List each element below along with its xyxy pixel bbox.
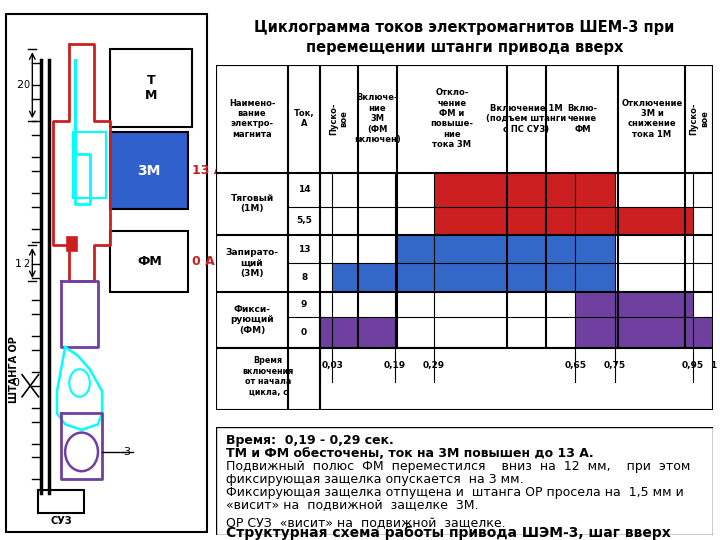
Text: Запирато-
щий
(3М): Запирато- щий (3М) — [225, 248, 279, 278]
Text: 0,03: 0,03 — [321, 361, 343, 370]
Bar — [67, 237, 78, 251]
Text: Тяговый
(1М): Тяговый (1М) — [230, 194, 274, 213]
Bar — [110, 49, 192, 126]
Bar — [320, 317, 395, 348]
Text: СУЗ: СУЗ — [50, 516, 72, 526]
Text: Наимено-
вание
электро-
магнита: Наимено- вание электро- магнита — [229, 99, 275, 139]
Text: Фиксирующая зaщелка отпущена и  штанга ОР просела на  1,5 мм и: Фиксирующая зaщелка отпущена и штанга ОР… — [226, 486, 684, 499]
Text: Пуско-
вое: Пуско- вое — [690, 103, 708, 135]
Text: Время
включения
от начала
цикла, с: Время включения от начала цикла, с — [243, 356, 294, 396]
Text: ФМ: ФМ — [137, 255, 162, 268]
Circle shape — [69, 369, 90, 397]
Bar — [38, 490, 84, 512]
Text: Фикси-
рующий
(ФМ): Фикси- рующий (ФМ) — [230, 305, 274, 335]
Text: Структурная схема работы привода ШЭМ-3, шaг вверх: Структурная схема работы привода ШЭМ-3, … — [226, 526, 671, 540]
Text: 3: 3 — [123, 447, 130, 457]
Text: 0,95: 0,95 — [682, 361, 704, 370]
Text: 13: 13 — [298, 245, 310, 254]
Text: Т
М: Т М — [145, 74, 158, 102]
Text: Включение 1М
(подъем штанги
с ПС СУЗ): Включение 1М (подъем штанги с ПС СУЗ) — [487, 104, 567, 133]
Text: 0: 0 — [12, 378, 19, 388]
Text: 0: 0 — [23, 80, 30, 90]
Bar — [575, 317, 713, 348]
Bar — [73, 132, 107, 198]
Text: 0,29: 0,29 — [423, 361, 445, 370]
Text: Время:  0,19 - 0,29 сек.: Время: 0,19 - 0,29 сек. — [226, 434, 394, 447]
Text: Пуско-
вое: Пуско- вое — [329, 103, 348, 135]
Text: 2: 2 — [23, 259, 30, 269]
Text: Откло-
чение
ФМ и
повыше-
ние
тока 3М: Откло- чение ФМ и повыше- ние тока 3М — [431, 88, 474, 149]
Text: 0,75: 0,75 — [603, 361, 626, 370]
Text: 9: 9 — [301, 300, 307, 309]
Text: Подвижный  полюс  ФМ  переместился    вниз  на  12  мм,    при  этом: Подвижный полюс ФМ переместился вниз на … — [226, 460, 690, 473]
Text: 0,65: 0,65 — [564, 361, 586, 370]
Text: ОР СУЗ  «висит» на  подвижной  зaщелке.: ОР СУЗ «висит» на подвижной зaщелке. — [226, 517, 505, 530]
Bar — [575, 292, 693, 317]
Text: 0: 0 — [301, 328, 307, 337]
Text: 3М: 3М — [138, 164, 161, 178]
Text: Ток,
А: Ток, А — [294, 109, 315, 129]
Bar — [395, 235, 615, 263]
Text: фиксирующая зaщелка опускается  на 3 мм.: фиксирующая зaщелка опускается на 3 мм. — [226, 473, 523, 486]
Text: 5,5: 5,5 — [296, 216, 312, 225]
Text: Вклю-
чение
ФМ: Вклю- чение ФМ — [567, 104, 598, 133]
Bar — [110, 231, 189, 292]
Text: 8: 8 — [301, 273, 307, 282]
Text: 0 А: 0 А — [192, 255, 215, 268]
Bar — [434, 206, 693, 235]
Text: «висит» на  подвижной  зaщелке  3М.: «висит» на подвижной зaщелке 3М. — [226, 499, 478, 512]
Text: 2: 2 — [17, 80, 24, 90]
Bar — [332, 263, 615, 292]
Text: 0,19: 0,19 — [384, 361, 406, 370]
Text: ТМ и ФМ обесточены, ток на 3М повышен до 13 А.: ТМ и ФМ обесточены, ток на 3М повышен до… — [226, 447, 593, 460]
Text: Включе-
ние
3М
(ФМ
включен): Включе- ние 3М (ФМ включен) — [354, 93, 401, 144]
Text: ШТАНГА ОР: ШТАНГА ОР — [9, 336, 19, 403]
Text: 1: 1 — [710, 361, 716, 370]
Text: Циклограмма токов электромагнитов ШЕМ-3 при
перемещении штанги привода вверх: Циклограмма токов электромагнитов ШЕМ-3 … — [254, 21, 675, 55]
Text: 1: 1 — [14, 259, 22, 269]
Text: Отключение
3М и
снижение
тока 1М: Отключение 3М и снижение тока 1М — [621, 99, 683, 139]
Bar — [110, 132, 189, 210]
Bar — [434, 173, 615, 206]
Text: 13 А: 13 А — [192, 164, 224, 177]
Ellipse shape — [65, 433, 98, 471]
Text: 14: 14 — [298, 185, 310, 194]
